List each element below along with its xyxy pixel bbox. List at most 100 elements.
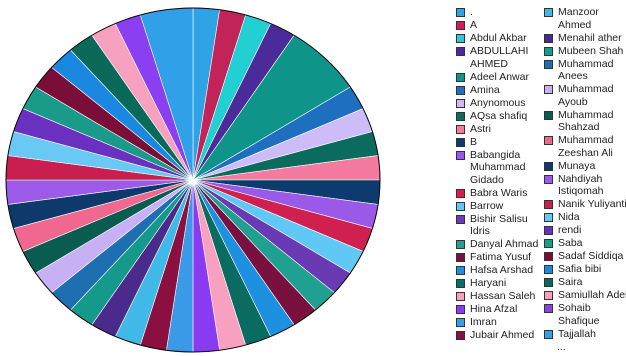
legend-item: Safia bibi [544, 263, 626, 276]
legend-swatch [544, 161, 553, 171]
legend-swatch [544, 265, 553, 274]
legend-swatch [456, 85, 465, 95]
legend-item: Munaya [544, 160, 626, 173]
legend-swatch [544, 213, 553, 222]
legend-item: rendi [544, 224, 626, 237]
legend-label: Nahdiyah Istiqomah [558, 172, 604, 198]
legend-item: B [456, 136, 542, 149]
legend: . A Abdul Akbar ABDULLAHI AHMED Adeel Anwar A… [456, 6, 542, 342]
legend-item: Manzoor Ahmed [544, 6, 626, 31]
legend-swatch [544, 239, 553, 248]
legend-item: Hassan Saleh [456, 290, 542, 303]
legend-item: . [456, 6, 542, 19]
legend-swatch [544, 46, 553, 56]
legend: Manzoor Ahmed Menahil ather Mubeen Shah Muh… [544, 6, 626, 353]
legend-label: Sadaf Siddiqa [558, 250, 624, 262]
legend-label: Astri [470, 122, 491, 135]
legend-swatch [456, 8, 465, 17]
legend-label: Mubeen Shah [558, 44, 624, 57]
legend-swatch [456, 279, 465, 288]
legend-label: Jubair Ahmed [470, 329, 535, 341]
legend-label: Barrow [470, 199, 504, 212]
legend-swatch [456, 214, 465, 224]
legend-item: ABDULLAHI AHMED [456, 45, 542, 70]
legend-swatch [456, 150, 465, 160]
legend-item: Imran [456, 316, 542, 329]
legend-label: Hafsa Arshad [470, 264, 534, 276]
legend-swatch [544, 33, 553, 43]
legend-label: AQsa shafiq [470, 109, 528, 122]
legend-label: Anynomous [470, 96, 526, 109]
legend-item: Tajjallah [544, 328, 626, 341]
legend-swatch [544, 59, 553, 69]
legend-item: Sadaf Siddiqa [544, 250, 626, 263]
legend-label: Saba [558, 237, 583, 249]
legend-label: Fatima Yusuf [470, 251, 532, 263]
legend-label: Muhammad Shahzad [558, 108, 614, 134]
pie-chart [5, 7, 381, 353]
legend-label: Imran [470, 316, 497, 328]
legend-item: Saira [544, 276, 626, 289]
legend-label: rendi [558, 224, 582, 236]
legend-swatch [544, 8, 553, 17]
legend-item: Hina Afzal [456, 303, 542, 316]
legend-item: Hafsa Arshad [456, 264, 542, 277]
legend-item: Abdul Akbar [456, 32, 542, 45]
legend-swatch [456, 47, 465, 56]
legend-item: Sohaib Shafique [544, 302, 626, 327]
legend-swatch [456, 201, 465, 211]
legend-swatch [456, 98, 465, 108]
legend-item: Menahil ather [544, 32, 626, 45]
legend-swatch [544, 85, 553, 94]
legend-label: Babangida Muhammad Gidado [470, 148, 526, 186]
legend-item: Anynomous [456, 97, 542, 110]
legend-swatch [456, 21, 465, 30]
legend-swatch [544, 226, 553, 235]
legend-swatch [544, 252, 553, 261]
legend-item: Nahdiyah Istiqomah [544, 173, 626, 198]
legend-item: Nanik Yuliyanti [544, 198, 626, 211]
legend-item: Muhammad Ayoub [544, 83, 626, 108]
legend-swatch [456, 137, 465, 147]
legend-swatch [456, 111, 465, 121]
legend-label: Sohaib Shafique [558, 302, 600, 327]
legend-label: Amina [470, 83, 500, 96]
legend-item: Amina [456, 84, 542, 97]
legend-label: Babra Waris [470, 186, 528, 199]
legend-swatch [456, 266, 465, 275]
legend-item: Adeel Anwar [456, 71, 542, 84]
legend-swatch [544, 329, 553, 339]
legend-item: Muhammad Zeeshan Ali [544, 134, 626, 159]
legend-label: Muhammad Anees [558, 57, 614, 83]
legend-label: Muhammad Zeeshan Ali [558, 134, 614, 159]
legend-swatch [456, 240, 465, 249]
legend-label: Menahil ather [558, 31, 622, 44]
legend-item: Jubair Ahmed [456, 329, 542, 342]
legend-item: Nida [544, 211, 626, 224]
legend-item: A [456, 19, 542, 32]
legend-swatch [544, 110, 553, 120]
legend-swatch [456, 318, 465, 327]
legend-swatch [456, 124, 465, 134]
legend-label: A [470, 19, 478, 31]
legend-label: Nanik Yuliyanti [558, 198, 626, 210]
legend-swatch [544, 200, 553, 209]
legend-label: Samiullah Adel [558, 289, 626, 301]
legend-item: Mubeen Shah [544, 45, 626, 58]
legend-swatch [456, 305, 465, 314]
legend-label: Hassan Saleh [470, 290, 536, 302]
legend-label: Tajjallah [558, 327, 596, 340]
legend-label: Haryani [470, 277, 507, 289]
legend-label: Safia bibi [558, 263, 602, 275]
legend-swatch [544, 136, 553, 145]
legend-item: Haryani [456, 277, 542, 290]
legend-label: ABDULLAHI AHMED [470, 45, 529, 70]
legend-swatch [544, 304, 553, 313]
legend-label: Adeel Anwar [470, 70, 529, 83]
legend-swatch [456, 34, 465, 43]
legend-item: Bishir Salisu Idris [456, 213, 542, 238]
legend-label: Munaya [558, 159, 596, 172]
legend-item: Barrow [456, 200, 542, 213]
legend-item: Muhammad Shahzad [544, 109, 626, 134]
legend-swatch [456, 72, 465, 82]
